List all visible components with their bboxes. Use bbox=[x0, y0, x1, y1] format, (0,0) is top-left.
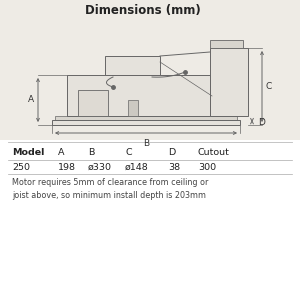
Bar bbox=[210, 40, 243, 48]
Bar bbox=[210, 48, 248, 116]
Text: C: C bbox=[125, 148, 132, 157]
Text: A: A bbox=[58, 148, 64, 157]
Text: B: B bbox=[143, 139, 149, 148]
Bar bbox=[0, 0, 300, 140]
Text: D: D bbox=[168, 148, 175, 157]
Text: 250: 250 bbox=[12, 163, 30, 172]
Text: 38: 38 bbox=[168, 163, 180, 172]
Bar bbox=[52, 120, 240, 125]
Bar bbox=[105, 56, 160, 75]
Text: ø330: ø330 bbox=[88, 163, 112, 172]
Text: C: C bbox=[266, 82, 272, 91]
Text: Model: Model bbox=[12, 148, 44, 157]
Text: ø148: ø148 bbox=[125, 163, 149, 172]
Bar bbox=[67, 75, 210, 116]
Text: Cutout: Cutout bbox=[198, 148, 230, 157]
Text: 300: 300 bbox=[198, 163, 216, 172]
Text: Dimensions (mm): Dimensions (mm) bbox=[85, 4, 201, 17]
Bar bbox=[78, 90, 108, 116]
Bar bbox=[55, 116, 237, 120]
Text: 198: 198 bbox=[58, 163, 76, 172]
Text: B: B bbox=[88, 148, 94, 157]
Text: A: A bbox=[28, 95, 34, 104]
Text: Motor requires 5mm of clearance from ceiling or
joist above, so minimum install : Motor requires 5mm of clearance from cei… bbox=[12, 178, 208, 200]
Text: D: D bbox=[258, 118, 265, 127]
Bar bbox=[128, 100, 138, 116]
